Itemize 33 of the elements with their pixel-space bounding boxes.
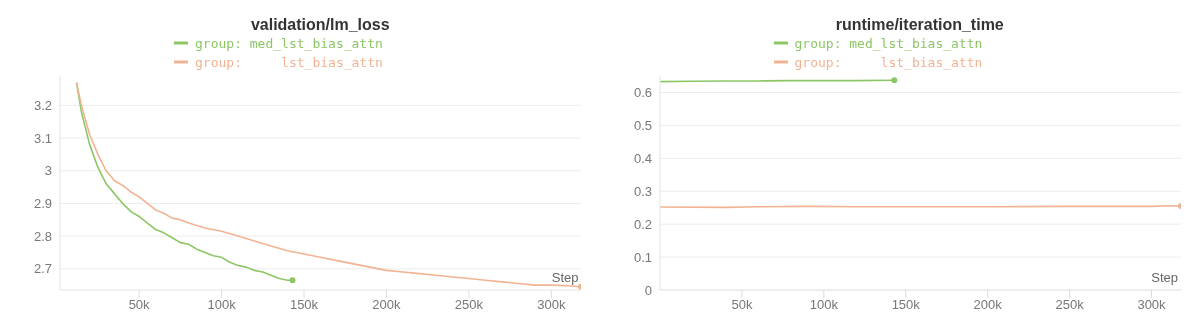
legend-label: group: lst_bias_attn (195, 54, 383, 72)
y-tick-label: 0.1 (633, 249, 652, 265)
y-tick-label: 0.6 (633, 85, 652, 101)
x-tick-label: 250k (454, 297, 484, 313)
legend-label: group: med_lst_bias_attn (195, 35, 383, 53)
chart-title: runtime/iteration_time (834, 15, 1005, 34)
chart-title: validation/lm_loss (249, 15, 391, 34)
x-tick-label: 200k (973, 297, 1002, 313)
x-tick-label: 50k (128, 297, 151, 313)
y-tick-label: 0.5 (633, 118, 652, 133)
x-tick-label: 250k (1054, 297, 1084, 313)
x-axis-title: Step (551, 270, 579, 285)
x-tick-label: 150k (289, 297, 319, 313)
y-tick-label: 0 (644, 282, 652, 298)
y-tick-label: 0.2 (633, 216, 652, 232)
x-tick-label: 200k (372, 297, 402, 313)
y-tick-label: 2.9 (33, 196, 52, 212)
y-tick-label: 2.8 (33, 228, 52, 244)
legend-label: group: lst_bias_attn (794, 54, 983, 72)
y-tick-label: 0.4 (633, 150, 652, 166)
x-tick-label: 50k (730, 297, 753, 313)
y-tick-label: 3.2 (33, 98, 52, 114)
y-tick-label: 3 (44, 163, 52, 179)
legend-label: group: med_lst_bias_attn (794, 35, 983, 53)
x-tick-label: 300k (1136, 297, 1166, 313)
x-axis-title: Step (1151, 270, 1178, 285)
y-tick-label: 0.3 (633, 183, 652, 199)
x-tick-label: 150k (891, 297, 920, 313)
x-tick-label: 300k (537, 297, 566, 313)
x-tick-label: 100k (809, 297, 838, 313)
x-tick-label: 100k (207, 297, 237, 313)
y-tick-label: 3.1 (33, 130, 52, 146)
y-tick-label: 2.7 (33, 261, 52, 277)
